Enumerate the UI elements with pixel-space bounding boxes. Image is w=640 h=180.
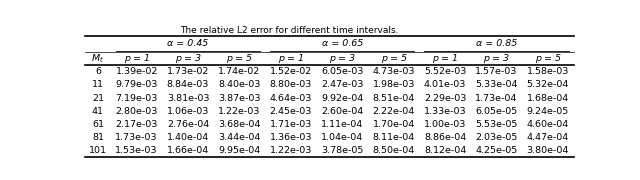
Text: 5.52e-03: 5.52e-03 [424,67,466,76]
Text: 7.19e-03: 7.19e-03 [115,94,158,103]
Text: 1.39e-02: 1.39e-02 [115,67,158,76]
Text: p = 1: p = 1 [124,54,150,63]
Text: 3.81e-03: 3.81e-03 [167,94,209,103]
Text: 4.01e-03: 4.01e-03 [424,80,466,89]
Text: 1.66e-04: 1.66e-04 [167,146,209,155]
Text: 1.11e-04: 1.11e-04 [321,120,364,129]
Text: 1.53e-03: 1.53e-03 [115,146,158,155]
Text: 61: 61 [92,120,104,129]
Text: p = 3: p = 3 [329,54,355,63]
Text: α = 0.65: α = 0.65 [321,39,363,48]
Text: 81: 81 [92,133,104,142]
Text: 5.32e-04: 5.32e-04 [527,80,569,89]
Text: 1.73e-02: 1.73e-02 [167,67,209,76]
Text: 1.22e-03: 1.22e-03 [269,146,312,155]
Text: 6: 6 [95,67,101,76]
Text: 8.80e-03: 8.80e-03 [269,80,312,89]
Text: 1.22e-03: 1.22e-03 [218,107,260,116]
Text: 8.12e-04: 8.12e-04 [424,146,466,155]
Text: 9.95e-04: 9.95e-04 [218,146,260,155]
Text: 2.03e-05: 2.03e-05 [476,133,518,142]
Text: 8.86e-04: 8.86e-04 [424,133,466,142]
Text: $M_t$: $M_t$ [92,52,104,65]
Text: 1.73e-04: 1.73e-04 [476,94,518,103]
Text: 3.80e-04: 3.80e-04 [527,146,569,155]
Text: 21: 21 [92,94,104,103]
Text: 1.36e-03: 1.36e-03 [269,133,312,142]
Text: p = 3: p = 3 [175,54,201,63]
Text: p = 3: p = 3 [483,54,509,63]
Text: 2.45e-03: 2.45e-03 [269,107,312,116]
Text: 101: 101 [89,146,107,155]
Text: 6.05e-05: 6.05e-05 [476,107,518,116]
Text: 3.68e-04: 3.68e-04 [218,120,260,129]
Text: 1.71e-03: 1.71e-03 [269,120,312,129]
Text: p = 5: p = 5 [535,54,561,63]
Text: 1.98e-03: 1.98e-03 [372,80,415,89]
Text: 1.00e-03: 1.00e-03 [424,120,466,129]
Text: α = 0.45: α = 0.45 [168,39,209,48]
Text: 2.76e-04: 2.76e-04 [167,120,209,129]
Text: 2.80e-03: 2.80e-03 [115,107,158,116]
Text: 4.64e-03: 4.64e-03 [269,94,312,103]
Text: 1.68e-04: 1.68e-04 [527,94,569,103]
Text: 11: 11 [92,80,104,89]
Text: 1.06e-03: 1.06e-03 [167,107,209,116]
Text: The relative L2 error for different time intervals.: The relative L2 error for different time… [180,26,399,35]
Text: 41: 41 [92,107,104,116]
Text: 8.40e-03: 8.40e-03 [218,80,260,89]
Text: 9.92e-04: 9.92e-04 [321,94,364,103]
Text: 9.24e-05: 9.24e-05 [527,107,569,116]
Text: 4.73e-03: 4.73e-03 [372,67,415,76]
Text: 1.33e-03: 1.33e-03 [424,107,467,116]
Text: 2.47e-03: 2.47e-03 [321,80,364,89]
Text: 1.74e-02: 1.74e-02 [218,67,260,76]
Text: 1.58e-03: 1.58e-03 [527,67,569,76]
Text: 1.57e-03: 1.57e-03 [476,67,518,76]
Text: 3.78e-05: 3.78e-05 [321,146,364,155]
Text: 2.17e-03: 2.17e-03 [115,120,158,129]
Text: α = 0.85: α = 0.85 [476,39,517,48]
Text: 5.33e-04: 5.33e-04 [475,80,518,89]
Text: 3.44e-04: 3.44e-04 [218,133,260,142]
Text: 3.87e-03: 3.87e-03 [218,94,260,103]
Text: 8.11e-04: 8.11e-04 [372,133,415,142]
Text: 8.50e-04: 8.50e-04 [372,146,415,155]
Text: 4.47e-04: 4.47e-04 [527,133,569,142]
Text: 1.73e-03: 1.73e-03 [115,133,158,142]
Text: 1.52e-02: 1.52e-02 [269,67,312,76]
Text: 2.29e-03: 2.29e-03 [424,94,466,103]
Text: p = 5: p = 5 [381,54,406,63]
Text: 1.04e-04: 1.04e-04 [321,133,364,142]
Text: p = 5: p = 5 [227,54,252,63]
Text: 8.84e-03: 8.84e-03 [167,80,209,89]
Text: 2.60e-04: 2.60e-04 [321,107,364,116]
Text: 2.22e-04: 2.22e-04 [372,107,415,116]
Text: 1.70e-04: 1.70e-04 [372,120,415,129]
Text: 9.79e-03: 9.79e-03 [115,80,158,89]
Text: 4.25e-05: 4.25e-05 [476,146,518,155]
Text: 8.51e-04: 8.51e-04 [372,94,415,103]
Text: 4.60e-04: 4.60e-04 [527,120,569,129]
Text: 5.53e-05: 5.53e-05 [476,120,518,129]
Text: p = 1: p = 1 [432,54,458,63]
Text: 1.40e-04: 1.40e-04 [167,133,209,142]
Text: p = 1: p = 1 [278,54,304,63]
Text: 6.05e-03: 6.05e-03 [321,67,364,76]
